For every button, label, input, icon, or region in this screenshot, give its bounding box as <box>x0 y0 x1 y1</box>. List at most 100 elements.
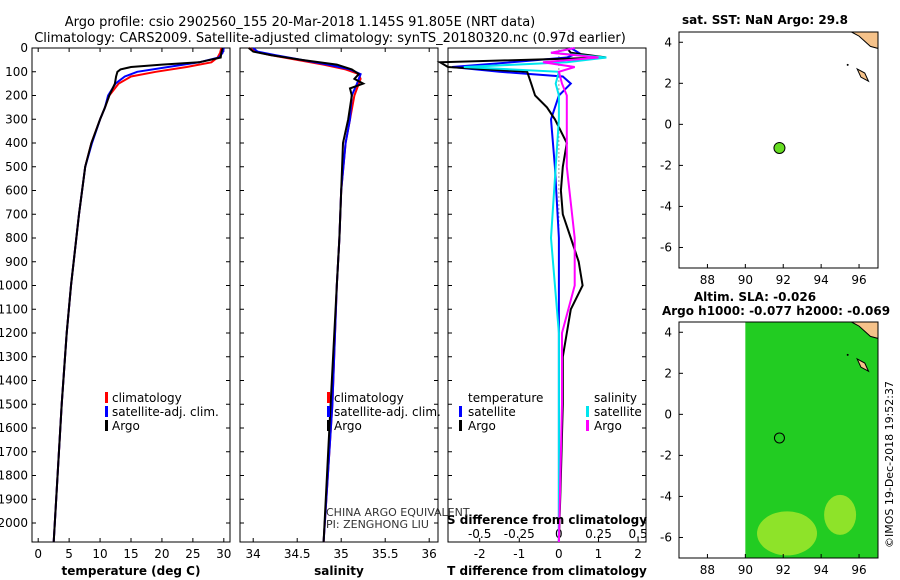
series-line-argo <box>52 47 224 543</box>
map-lon-label: 90 <box>738 273 753 287</box>
map-lon-label: 88 <box>700 563 715 577</box>
series-line-argo <box>248 47 366 543</box>
legend-header-salinity: salinity <box>594 391 637 405</box>
map-lat-label: 0 <box>664 117 672 131</box>
island-polygon <box>856 67 870 83</box>
series-line-climatology <box>52 47 223 543</box>
map-lat-label: 2 <box>664 76 672 90</box>
depth-tick-label: 700 <box>5 207 28 221</box>
imos-watermark: ©IMOS 19-Dec-2018 19:52:37 <box>883 381 896 548</box>
depth-tick-label: 1800 <box>0 469 28 483</box>
map-lat-label: 4 <box>664 325 672 339</box>
legend-swatch-s-argo <box>586 420 589 431</box>
map-lat-label: 2 <box>664 366 672 380</box>
map-frame <box>678 321 879 559</box>
legend-swatch-satellite <box>105 406 108 417</box>
legend-label-argo: Argo <box>334 419 362 433</box>
series-line-climatology <box>248 47 362 543</box>
s-difference-axis-label: S difference from climatology <box>447 513 647 527</box>
argo-float-marker <box>773 432 785 444</box>
legend-swatch-argo <box>327 420 330 431</box>
x-tick-label: 15 <box>123 547 138 561</box>
sla-map: 88 90 92 94 96 4 2 0 -2 -4 -6 <box>660 321 879 577</box>
legend-swatch-argo <box>105 420 108 431</box>
x-tick-label: 35 <box>334 547 349 561</box>
depth-tick-label: 800 <box>5 231 28 245</box>
temperature-axis-label: temperature (deg C) <box>62 564 201 578</box>
depth-axis: 0 100 200 300 400 500 600 700 800 900 1000 1100 1200… <box>0 41 646 530</box>
x-tick-label: -1 <box>513 547 525 561</box>
map-lat-label: -2 <box>660 158 672 172</box>
t-difference-axis-label: T difference from climatology <box>447 564 647 578</box>
x-tick-label: 20 <box>154 547 169 561</box>
depth-tick-label: 1600 <box>0 421 28 435</box>
difference-plot: -2 -1 0 1 2-0.5 -0.25 0 0.25 0.5 <box>436 47 648 561</box>
depth-tick-label: 100 <box>5 65 28 79</box>
map-lat-label: -6 <box>660 240 672 254</box>
legend-swatch-t-satellite <box>459 406 462 417</box>
legend-label-s-argo: Argo <box>594 419 622 433</box>
map-lat-label: -4 <box>660 199 672 213</box>
x-tick-label: 34.5 <box>284 547 311 561</box>
legend-label-argo: Argo <box>112 419 140 433</box>
x-tick-label: -2 <box>474 547 486 561</box>
legend-label-satellite: satellite-adj. clim. <box>334 405 441 419</box>
sst-map: 88 90 92 94 96 4 2 0 -2 -4 -6 <box>660 31 879 287</box>
x-tick-label: 1 <box>595 547 603 561</box>
depth-tick-label: 2000 <box>0 516 28 530</box>
depth-tick-label: 500 <box>5 160 28 174</box>
map-frame <box>678 31 879 269</box>
legend-label-climatology: climatology <box>112 391 182 405</box>
map-lat-label: -6 <box>660 530 672 544</box>
series-line-s-argo <box>542 47 599 543</box>
series-line-s-satellite <box>463 47 607 542</box>
x-tick-label: 34 <box>246 547 261 561</box>
x-tick-label: 25 <box>185 547 200 561</box>
salinity-legend: climatology satellite-adj. clim. Argo <box>327 391 441 433</box>
depth-tick-label: 1200 <box>0 326 28 340</box>
temperature-legend: climatology satellite-adj. clim. Argo <box>105 391 219 433</box>
legend-swatch-satellite <box>327 406 330 417</box>
x-tick-label: 35.5 <box>372 547 399 561</box>
map-lat-label: 0 <box>664 407 672 421</box>
pi-institution-text: CHINA ARGO EQUIVALENT <box>326 506 470 519</box>
salinity-axis-label: salinity <box>314 564 364 578</box>
x-tick-label: 0 <box>555 547 563 561</box>
x-tick-label: 10 <box>92 547 107 561</box>
depth-tick-label: 300 <box>5 112 28 126</box>
map-lon-label: 92 <box>776 273 791 287</box>
x-tick-label: 36 <box>422 547 437 561</box>
map-lon-label: 90 <box>738 563 753 577</box>
salinity-panel-frame <box>239 47 439 543</box>
depth-tick-label: 1000 <box>0 279 28 293</box>
depth-tick-label: 1400 <box>0 374 28 388</box>
x-tick-label: 0 <box>34 547 42 561</box>
legend-label-t-argo: Argo <box>468 419 496 433</box>
legend-swatch-climatology <box>327 392 330 403</box>
legend-label-climatology: climatology <box>334 391 404 405</box>
sst-map-title: sat. SST: NaN Argo: 29.8 <box>682 13 848 27</box>
x2-tick-label: 0.25 <box>585 527 612 541</box>
difference-legend: temperature satellite Argo salinity sate… <box>459 391 642 433</box>
map-lat-label: -2 <box>660 448 672 462</box>
figure-title-line1: Argo profile: csio 2902560_155 20-Mar-20… <box>65 15 535 30</box>
depth-tick-label: 1700 <box>0 445 28 459</box>
x-tick-label: 30 <box>216 547 231 561</box>
sla-high-anomaly <box>824 494 857 535</box>
sla-high-anomaly <box>757 511 818 556</box>
x-tick-label: 2 <box>634 547 642 561</box>
legend-label-satellite: satellite-adj. clim. <box>112 405 219 419</box>
sla-map-title: Altim. SLA: -0.026 <box>694 290 816 304</box>
map-lon-label: 96 <box>851 563 866 577</box>
temperature-panel-frame <box>31 47 231 543</box>
map-lon-label: 94 <box>814 273 829 287</box>
depth-tick-label: 0 <box>20 41 28 55</box>
sla-map-subtitle: Argo h1000: -0.077 h2000: -0.069 <box>662 304 890 318</box>
legend-swatch-climatology <box>105 392 108 403</box>
island-polygon <box>856 357 870 373</box>
figure-title-line2: Climatology: CARS2009. Satellite-adjuste… <box>34 31 626 46</box>
depth-tick-label: 200 <box>5 89 28 103</box>
map-lat-label: 4 <box>664 35 672 49</box>
land-polygon <box>851 31 879 50</box>
x2-tick-label: 0.5 <box>629 527 648 541</box>
